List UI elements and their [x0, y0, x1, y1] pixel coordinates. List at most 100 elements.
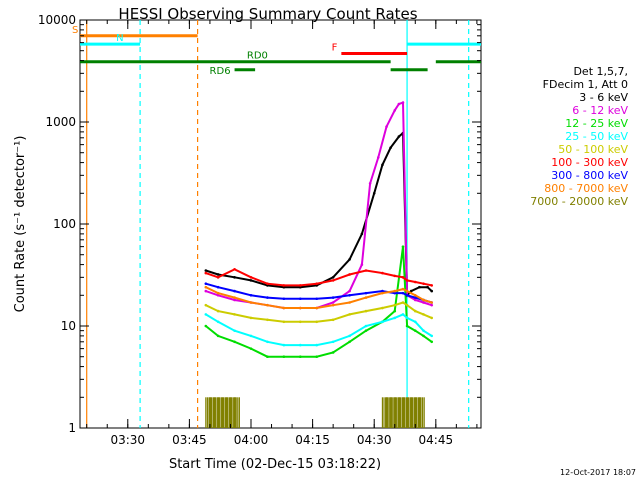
data-point	[401, 291, 405, 295]
data-point	[266, 355, 269, 359]
data-point	[249, 301, 253, 304]
data-point	[430, 301, 434, 304]
legend-header: Det 1,5,7,	[573, 65, 628, 78]
data-point	[249, 279, 253, 282]
data-point	[216, 285, 220, 289]
data-point	[364, 324, 368, 328]
data-point	[413, 329, 417, 332]
data-point	[364, 329, 368, 332]
data-point	[381, 271, 384, 275]
data-point	[405, 279, 409, 282]
y-tick-label: 100	[53, 217, 76, 231]
data-point	[315, 343, 319, 347]
data-point	[315, 320, 319, 324]
data-point	[204, 313, 208, 316]
data-point	[401, 301, 405, 304]
data-point	[249, 316, 253, 320]
data-point	[348, 289, 351, 293]
data-point	[315, 282, 319, 285]
data-point	[331, 301, 335, 304]
x-tick-label: 03:45	[172, 433, 207, 447]
data-point	[381, 291, 384, 295]
data-point	[385, 125, 388, 128]
state-bar-label: RD6	[210, 66, 231, 77]
data-point	[298, 284, 302, 287]
data-point	[422, 329, 425, 332]
data-point	[348, 293, 351, 297]
data-point	[413, 296, 417, 299]
data-point	[204, 303, 208, 307]
data-point	[422, 301, 425, 304]
data-point	[430, 316, 434, 320]
data-point	[405, 316, 409, 320]
data-point	[266, 318, 269, 322]
data-point	[364, 296, 368, 299]
series-line	[205, 282, 432, 304]
y-tick-label: 10	[61, 319, 76, 333]
data-point	[216, 320, 220, 324]
legend-entry: 50 - 100 keV	[558, 143, 628, 156]
data-point	[381, 289, 384, 293]
data-point	[282, 297, 286, 301]
x-tick-label: 03:30	[110, 433, 145, 447]
data-point	[266, 303, 269, 307]
data-point	[348, 313, 351, 316]
data-point	[315, 297, 319, 301]
data-point	[422, 313, 425, 316]
data-point	[249, 276, 253, 279]
data-point	[405, 289, 409, 293]
state-bar-label: F	[332, 42, 338, 53]
data-point	[204, 282, 208, 285]
data-point	[393, 274, 397, 278]
data-point	[331, 351, 335, 354]
state-bars: S N F RD0 RD6	[72, 25, 481, 77]
data-point	[393, 289, 397, 293]
data-point	[360, 263, 364, 266]
data-point	[216, 273, 220, 276]
data-point	[377, 156, 380, 159]
data-point	[233, 298, 236, 302]
data-point	[282, 355, 286, 359]
data-point	[298, 355, 302, 359]
data-point	[216, 334, 220, 338]
legend-entry: 6 - 12 keV	[572, 104, 628, 117]
data-point	[426, 285, 429, 289]
data-point	[331, 303, 335, 307]
data-point	[413, 293, 417, 297]
legend-entry: 800 - 7000 keV	[544, 182, 628, 195]
data-point	[331, 296, 335, 299]
chart-title: HESSI Observing Summary Count Rates	[118, 5, 417, 23]
state-bar-label: N	[116, 33, 123, 44]
data-point	[298, 320, 302, 324]
data-point	[298, 297, 302, 301]
legend-entry: 25 - 50 keV	[565, 130, 628, 143]
series-line	[205, 268, 432, 287]
data-point	[348, 340, 351, 344]
data-point	[381, 320, 384, 324]
state-bar-label: RD0	[247, 51, 268, 62]
timestamp: 12-Oct-2017 18:07	[560, 468, 636, 477]
data-point	[364, 309, 368, 313]
data-point	[381, 306, 384, 310]
data-point	[422, 282, 425, 285]
data-point	[360, 232, 364, 236]
data-point	[266, 296, 269, 299]
data-point	[364, 291, 368, 295]
x-tick-label: 04:00	[234, 433, 269, 447]
data-point	[393, 309, 397, 313]
data-point	[233, 296, 236, 299]
data-point	[381, 163, 384, 167]
data-point	[393, 109, 397, 112]
data-point	[393, 291, 397, 295]
data-point	[216, 291, 220, 295]
data-point	[405, 303, 409, 307]
data-point	[405, 293, 409, 297]
data-point	[331, 318, 335, 322]
data-point	[430, 284, 434, 287]
x-tick-label: 04:15	[295, 433, 330, 447]
legend-entry: 100 - 300 keV	[551, 156, 628, 169]
data-point	[233, 340, 236, 344]
data-point	[233, 289, 236, 293]
data-point	[282, 320, 286, 324]
data-point	[397, 102, 401, 106]
